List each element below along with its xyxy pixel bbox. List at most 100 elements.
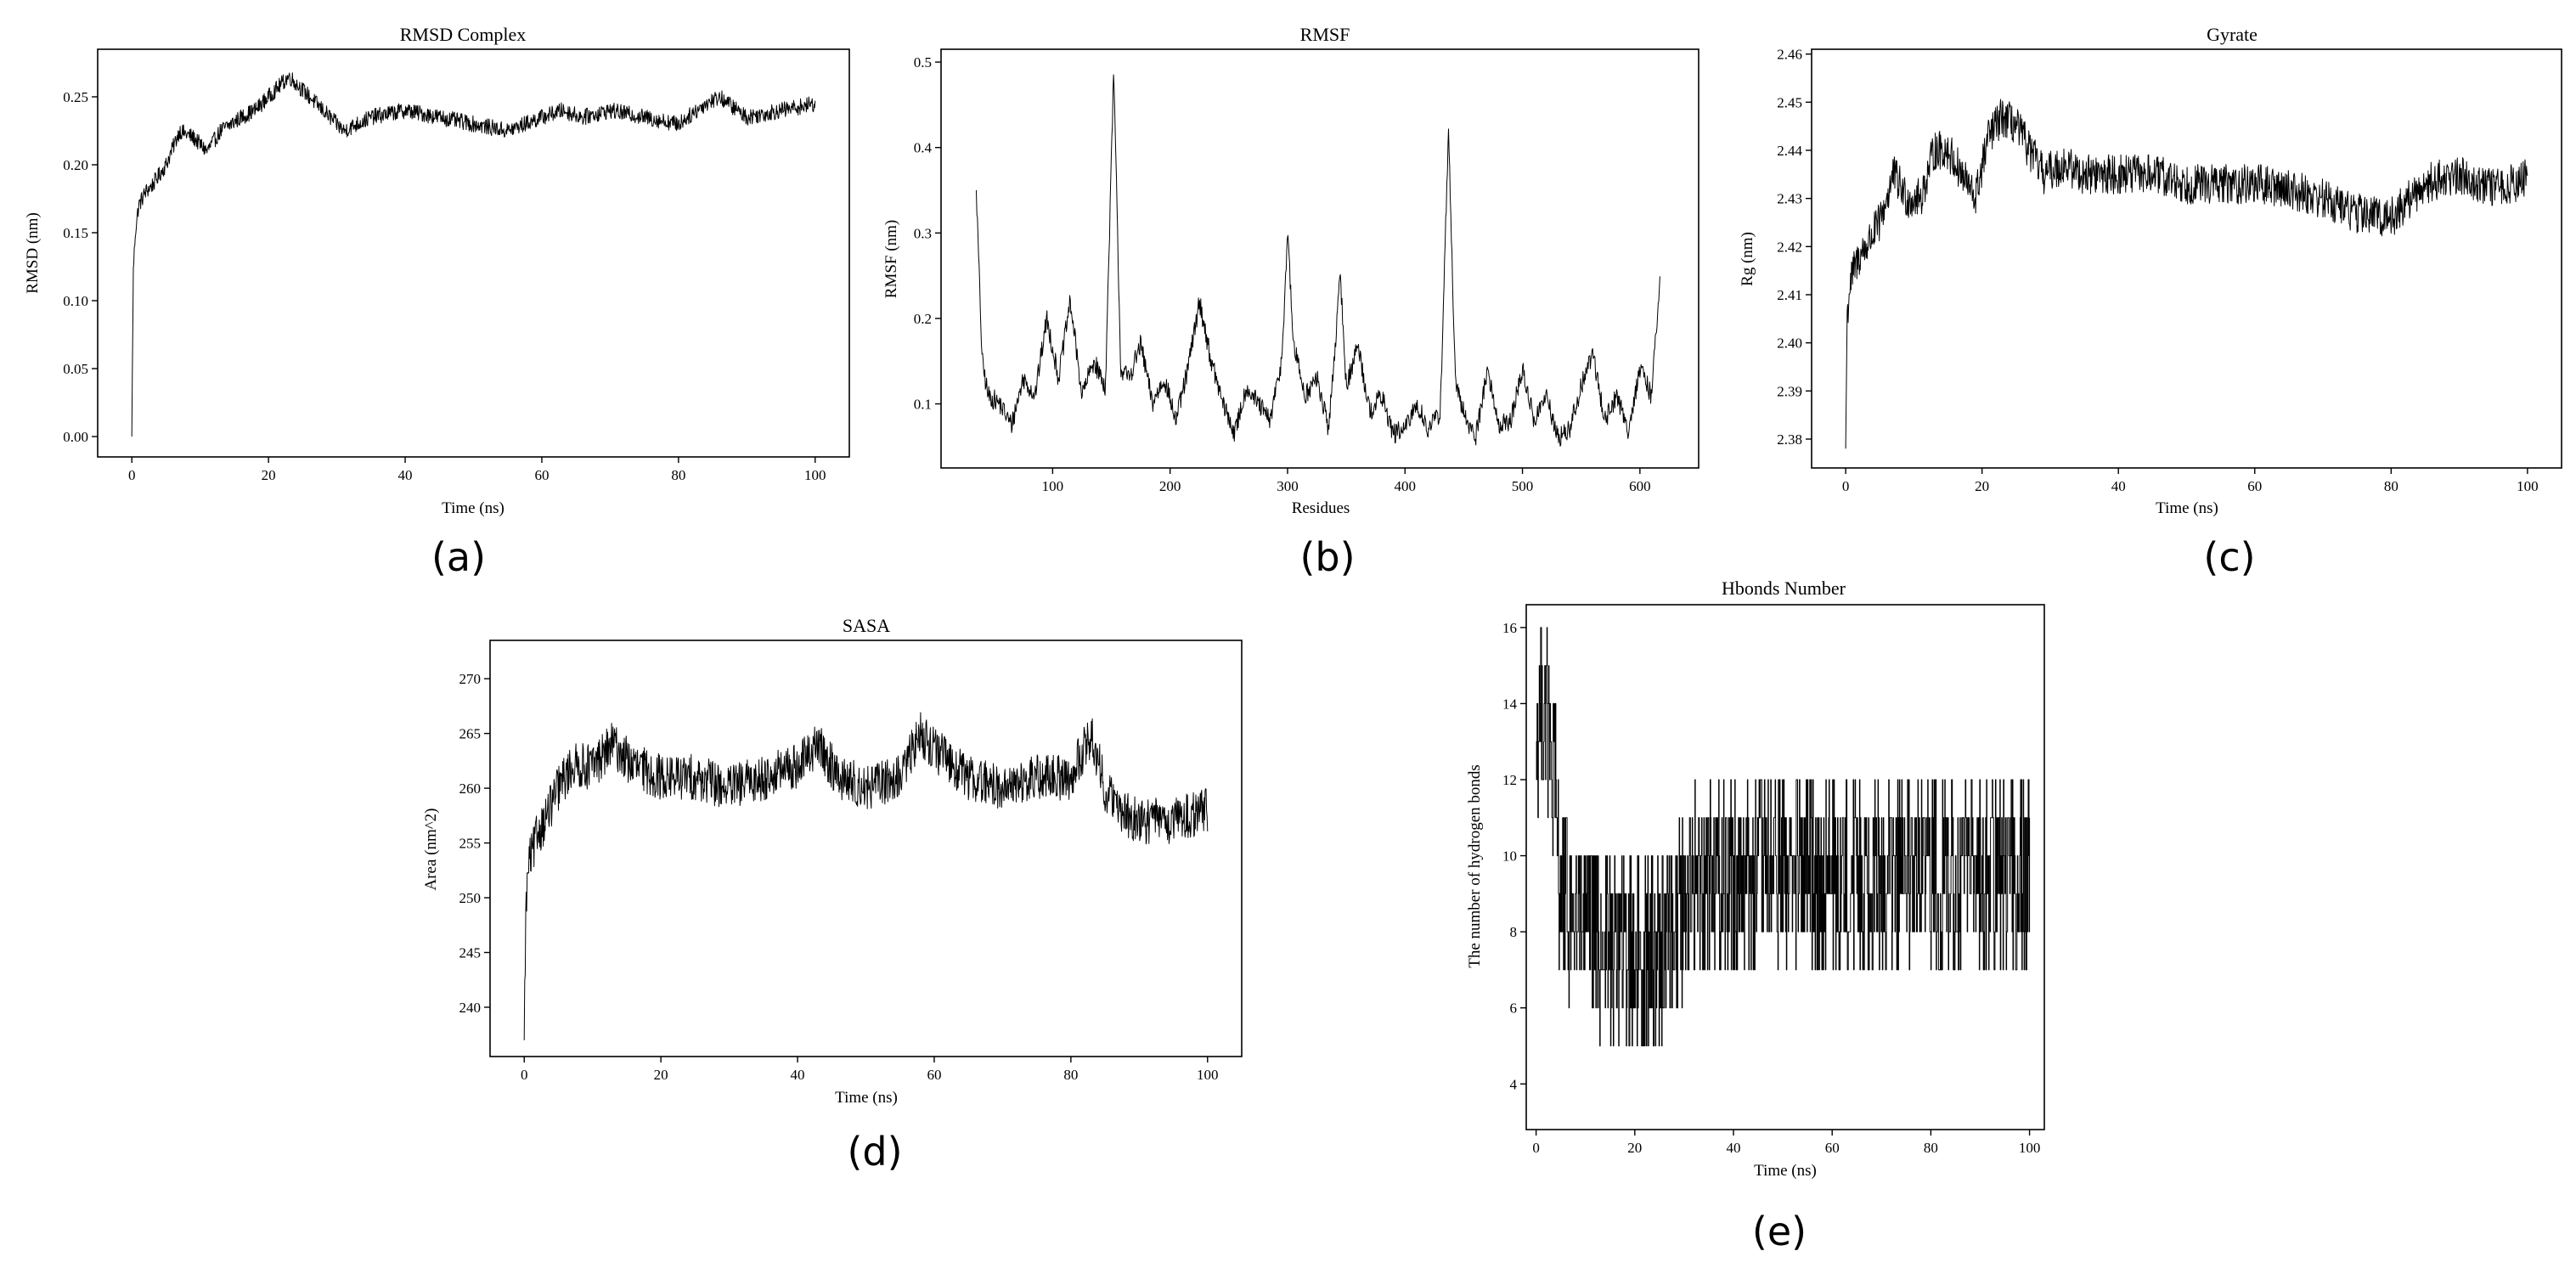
- chart-title-e: Hbonds Number: [1722, 578, 1846, 599]
- y-tick-label-c: 2.41: [1777, 287, 1802, 303]
- y-tick-label-c: 2.46: [1777, 47, 1802, 63]
- plot-frame-d: [489, 640, 1243, 1057]
- y-tick-label-c: 2.39: [1777, 383, 1802, 399]
- series-line-d: [523, 712, 1209, 1040]
- y-tick-label-d: 255: [459, 836, 482, 852]
- chart-title-b: RMSF: [1300, 24, 1350, 45]
- panel-letter-e: (e): [1752, 1209, 1807, 1254]
- panel-letter-a: (a): [431, 534, 486, 580]
- x-tick-label-a: 100: [804, 467, 826, 483]
- y-tick-label-c: 2.43: [1777, 191, 1802, 207]
- x-tick-label-a: 40: [398, 467, 413, 483]
- y-tick-label-d: 245: [459, 945, 482, 961]
- y-tick-label-d: 270: [459, 671, 482, 687]
- y-tick-label-e: 14: [1502, 696, 1518, 712]
- x-tick-label-d: 100: [1197, 1067, 1219, 1083]
- panel-letter-d: (d): [847, 1129, 902, 1175]
- x-tick-label-a: 60: [534, 467, 549, 483]
- x-tick-label-c: 20: [1975, 478, 1989, 494]
- y-tick-label-d: 265: [459, 726, 482, 742]
- x-axis-label-d: Time (ns): [835, 1089, 898, 1107]
- chart-title-c: Gyrate: [2207, 24, 2258, 45]
- y-tick-label-e: 10: [1502, 848, 1517, 865]
- x-tick-label-a: 80: [671, 467, 685, 483]
- x-axis-label-a: Time (ns): [442, 499, 504, 517]
- chart-panel-c: Gyrate 0 20 40 60 80 100 2.38 2.39 2.40 2.41 2.42 2…: [1739, 24, 2562, 580]
- y-tick-label-e: 8: [1510, 924, 1518, 940]
- x-tick-label-b: 200: [1159, 478, 1181, 494]
- y-tick-label-b: 0.3: [914, 225, 932, 241]
- y-tick-label-d: 260: [459, 781, 482, 797]
- y-tick-label-b: 0.5: [914, 54, 932, 70]
- chart-panel-e: Hbonds Number 0 20 40 60 80 100 4 6 8 10 12 14 16 Ti…: [1466, 578, 2045, 1254]
- chart-title-a: RMSD Complex: [400, 24, 527, 45]
- chart-panel-a: RMSD Complex 0 20 40 60 80 100 0.00 0.05 0.10 0.1…: [24, 24, 850, 580]
- plot-frame-a: [97, 48, 850, 458]
- chart-panel-b: RMSF 100 200 300 400 500 600 0.1 0.2 0.3 0.4 0.5 R…: [882, 24, 1699, 580]
- y-tick-label-d: 250: [459, 890, 482, 906]
- x-tick-label-c: 100: [2517, 478, 2539, 494]
- panel-letter-c: (c): [2203, 534, 2255, 580]
- plot-area-a: 0 20 40 60 80 100 0.00 0.05 0.10 0.15 0.20 0.25: [63, 72, 826, 483]
- y-axis-label-c: Rg (nm): [1739, 232, 1756, 286]
- series-line-b: [976, 74, 1660, 447]
- chart-title-d: SASA: [843, 615, 890, 636]
- x-tick-label-e: 0: [1532, 1140, 1540, 1156]
- x-tick-label-d: 40: [791, 1067, 805, 1083]
- y-tick-label-a: 0.05: [63, 361, 88, 377]
- x-tick-label-b: 100: [1042, 478, 1064, 494]
- y-tick-label-c: 2.45: [1777, 94, 1802, 110]
- x-tick-label-d: 20: [654, 1067, 668, 1083]
- y-axis-label-a: RMSD (nm): [24, 212, 42, 294]
- y-tick-label-d: 240: [459, 1000, 482, 1016]
- plot-area-e: 0 20 40 60 80 100 4 6 8 10 12 14 16: [1502, 620, 2040, 1156]
- y-tick-label-a: 0.15: [63, 225, 88, 241]
- y-tick-label-c: 2.38: [1777, 431, 1802, 448]
- series-line-a: [131, 72, 816, 437]
- y-tick-label-e: 16: [1502, 620, 1517, 636]
- y-axis-label-e: The number of hydrogen bonds: [1466, 764, 1484, 968]
- plot-frame-c: [1811, 48, 2562, 469]
- y-tick-label-a: 0.20: [63, 157, 88, 173]
- x-tick-label-a: 20: [262, 467, 276, 483]
- y-axis-label-b: RMSF (nm): [882, 220, 900, 298]
- plot-area-d: 0 20 40 60 80 100 240 245 250 255 260 265 270: [459, 671, 1219, 1083]
- plot-frame-b: [940, 48, 1699, 469]
- y-tick-label-c: 2.44: [1777, 143, 1802, 159]
- y-tick-label-e: 12: [1502, 772, 1517, 788]
- chart-panel-d: SASA 0 20 40 60 80 100 240 245 250 255 260 265 270 T…: [422, 615, 1243, 1175]
- x-tick-label-e: 80: [1924, 1140, 1938, 1156]
- y-tick-label-b: 0.2: [914, 311, 932, 327]
- y-tick-label-e: 6: [1510, 1000, 1518, 1017]
- y-tick-label-e: 4: [1510, 1076, 1518, 1092]
- x-tick-label-e: 40: [1727, 1140, 1741, 1156]
- y-tick-label-c: 2.40: [1777, 335, 1802, 352]
- y-axis-label-d: Area (nm^2): [422, 808, 440, 890]
- x-axis-label-b: Residues: [1292, 499, 1350, 517]
- y-tick-label-a: 0.10: [63, 293, 88, 309]
- x-tick-label-d: 80: [1063, 1067, 1078, 1083]
- x-tick-label-b: 300: [1277, 478, 1299, 494]
- x-tick-label-c: 40: [2111, 478, 2126, 494]
- x-tick-label-c: 60: [2247, 478, 2262, 494]
- x-tick-label-d: 60: [927, 1067, 941, 1083]
- y-tick-label-b: 0.4: [914, 140, 933, 156]
- x-axis-label-e: Time (ns): [1754, 1162, 1817, 1180]
- x-tick-label-a: 0: [128, 467, 136, 483]
- x-tick-label-b: 400: [1395, 478, 1417, 494]
- panel-letter-b: (b): [1299, 534, 1355, 580]
- x-tick-label-c: 80: [2384, 478, 2398, 494]
- y-tick-label-b: 0.1: [914, 397, 932, 413]
- x-tick-label-e: 100: [2019, 1140, 2041, 1156]
- y-tick-label-a: 0.00: [63, 429, 88, 445]
- y-tick-label-c: 2.42: [1777, 239, 1802, 255]
- x-tick-label-b: 600: [1629, 478, 1651, 494]
- x-tick-label-b: 500: [1512, 478, 1534, 494]
- series-line-c: [1845, 99, 2528, 449]
- x-tick-label-d: 0: [521, 1067, 528, 1083]
- x-axis-label-c: Time (ns): [2156, 499, 2218, 517]
- x-tick-label-c: 0: [1842, 478, 1850, 494]
- y-tick-label-a: 0.25: [63, 89, 88, 105]
- series-line-e: [1536, 627, 2031, 1046]
